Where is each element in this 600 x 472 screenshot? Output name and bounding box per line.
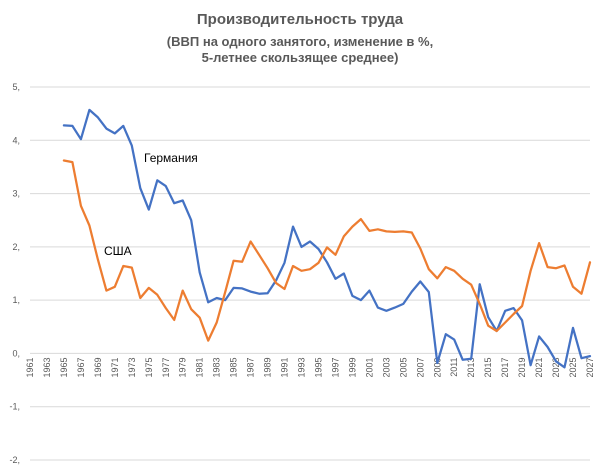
x-tick-label: 1963 [42, 357, 52, 377]
x-tick-label: 2015 [483, 357, 493, 377]
x-tick-label: 2003 [381, 357, 391, 377]
y-tick-label: 1, [12, 295, 20, 305]
series-label-germany: Германия [144, 151, 198, 165]
x-tick-label: 1989 [263, 357, 273, 377]
y-axis-ticks: -2, -1, 0, 1, 2, 3, 4, 5, [9, 82, 20, 465]
x-tick-label: 1987 [246, 357, 256, 377]
series-label-usa: США [104, 244, 132, 258]
x-tick-label: 2027 [585, 357, 595, 377]
y-tick-label: -2, [9, 455, 20, 465]
x-tick-label: 1977 [161, 357, 171, 377]
y-tick-label: 3, [12, 189, 20, 199]
chart-title: Производительность труда [197, 11, 404, 28]
y-tick-label: 0, [12, 348, 20, 358]
x-tick-label: 2005 [398, 357, 408, 377]
x-tick-label: 1981 [195, 357, 205, 377]
series-lines [62, 108, 592, 369]
x-tick-label: 2025 [568, 357, 578, 377]
x-tick-label: 1991 [280, 357, 290, 377]
x-tick-label: 2013 [466, 357, 476, 377]
x-tick-label: 1973 [127, 357, 137, 377]
x-tick-label: 1965 [59, 357, 69, 377]
y-tick-label: -1, [9, 402, 20, 412]
x-tick-label: 1979 [178, 357, 188, 377]
x-tick-label: 1995 [313, 357, 323, 377]
x-tick-label: 2023 [551, 357, 561, 377]
y-tick-label: 2, [12, 242, 20, 252]
x-tick-label: 1999 [347, 357, 357, 377]
chart-subtitle-line-1: (ВВП на одного занятого, изменение в %, [167, 34, 433, 49]
chart-subtitle-line-2: 5-летнее скользящее среднее) [202, 50, 399, 65]
x-tick-label: 2001 [364, 357, 374, 377]
x-tick-label: 1975 [144, 357, 154, 377]
x-tick-label: 2011 [449, 357, 459, 376]
x-tick-label: 2009 [432, 357, 442, 377]
series-line-0 [62, 108, 592, 369]
x-tick-label: 1997 [330, 357, 340, 377]
x-tick-label: 1993 [297, 357, 307, 377]
gridlines [30, 86, 590, 461]
x-tick-label: 2007 [415, 357, 425, 377]
x-tick-label: 1985 [229, 357, 239, 377]
y-tick-label: 5, [12, 82, 20, 92]
series-line-1 [62, 159, 592, 342]
x-tick-label: 2017 [500, 357, 510, 377]
x-tick-label: 1971 [110, 357, 120, 377]
x-tick-label: 2021 [534, 357, 544, 377]
x-tick-label: 1961 [25, 357, 35, 377]
x-tick-label: 2019 [517, 357, 527, 377]
y-tick-label: 4, [12, 135, 20, 145]
x-tick-label: 1969 [93, 357, 103, 377]
x-tick-label: 1983 [212, 357, 222, 377]
x-axis-ticks: 1961 1963 1965 1967 1969 1971 1973 1975 1977 1979… [25, 357, 595, 377]
x-tick-label: 1967 [76, 357, 86, 377]
